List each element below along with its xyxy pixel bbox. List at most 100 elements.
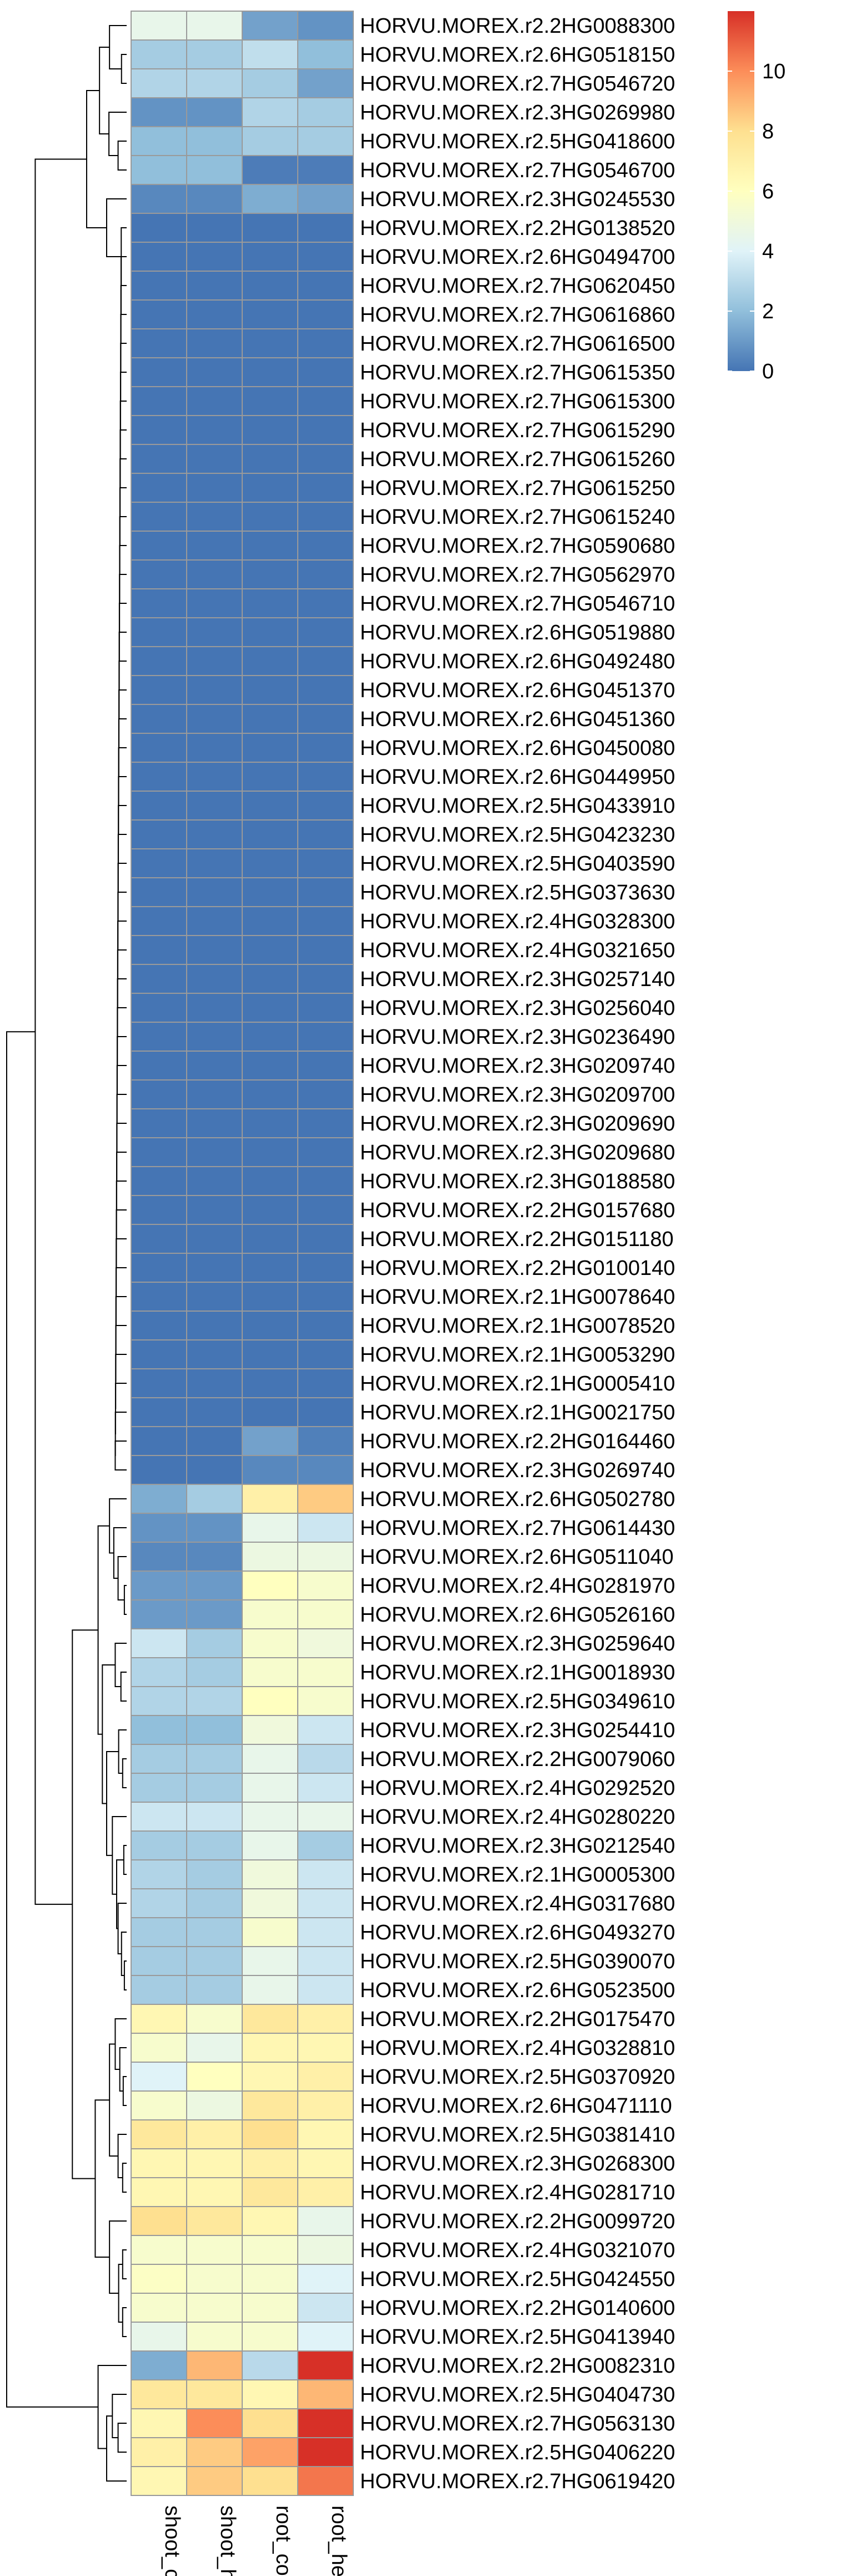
heatmap-cell	[242, 848, 298, 878]
heatmap-cell	[297, 1599, 354, 1629]
heatmap-cell	[297, 993, 354, 1023]
heatmap-cell	[186, 1859, 243, 1889]
heatmap-cell	[242, 1310, 298, 1340]
heatmap-cell	[297, 1917, 354, 1947]
heatmap-cell	[186, 531, 243, 561]
heatmap-cell	[131, 242, 187, 272]
row-label: HORVU.MOREX.r2.7HG0615300	[360, 390, 675, 413]
heatmap-cell	[297, 762, 354, 792]
heatmap-cell	[242, 357, 298, 387]
heatmap-cell	[297, 444, 354, 474]
row-label: HORVU.MOREX.r2.2HG0151180	[360, 1228, 674, 1251]
heatmap-cell	[297, 1946, 354, 1976]
heatmap-cell	[131, 2004, 187, 2034]
dendrogram-branch	[114, 2018, 127, 2070]
heatmap-cell	[242, 646, 298, 676]
heatmap-cell	[131, 646, 187, 676]
heatmap-cell	[131, 588, 187, 618]
row-label: HORVU.MOREX.r2.7HG0614430	[360, 1517, 675, 1540]
row-label: HORVU.MOREX.r2.4HG0281710	[360, 2181, 675, 2204]
heatmap-cell	[297, 2437, 354, 2467]
heatmap-cell	[186, 68, 243, 98]
heatmap-cell	[131, 1686, 187, 1716]
heatmap-cell	[242, 2090, 298, 2120]
heatmap-cell	[242, 1542, 298, 1572]
heatmap-cell	[131, 1715, 187, 1745]
heatmap-cell	[242, 2408, 298, 2438]
heatmap-cell	[186, 1397, 243, 1427]
heatmap-cell	[131, 2119, 187, 2149]
heatmap-cell	[186, 11, 243, 41]
heatmap-cell	[242, 1686, 298, 1716]
heatmap-cell	[297, 1253, 354, 1283]
heatmap-cell	[297, 1802, 354, 1832]
row-label: HORVU.MOREX.r2.6HG0526160	[360, 1603, 675, 1627]
heatmap-cell	[242, 1022, 298, 1052]
heatmap-cell	[186, 1686, 243, 1716]
heatmap-cell	[242, 2119, 298, 2149]
heatmap-cell	[242, 1282, 298, 1312]
heatmap-cell	[297, 1657, 354, 1687]
heatmap-cell	[131, 2408, 187, 2438]
heatmap-cell	[297, 1715, 354, 1745]
dendrogram-branch	[115, 1325, 127, 1382]
heatmap-cell	[242, 1570, 298, 1600]
heatmap-cell	[131, 1946, 187, 1976]
dendrogram-branch	[114, 1412, 127, 1456]
dendrogram-branch	[121, 54, 127, 84]
heatmap-cell	[186, 906, 243, 936]
heatmap-cell	[131, 1628, 187, 1658]
heatmap-cell	[297, 964, 354, 994]
dendrogram-branch	[113, 1527, 127, 1579]
heatmap-cell	[242, 444, 298, 474]
heatmap-cell	[186, 877, 243, 907]
dendrogram-branch	[122, 2307, 127, 2337]
dendrogram-branch	[122, 2163, 127, 2193]
heatmap-cell	[242, 1195, 298, 1225]
heatmap-cell	[242, 964, 298, 994]
heatmap-cell	[242, 97, 298, 127]
heatmap-cell	[242, 1253, 298, 1283]
heatmap-cell	[131, 68, 187, 98]
heatmap-cell	[297, 1310, 354, 1340]
row-label: HORVU.MOREX.r2.2HG0164460	[360, 1430, 675, 1453]
column-label: shoot_heat	[216, 2505, 239, 2576]
heatmap-cell	[186, 126, 243, 156]
heatmap-cell	[242, 11, 298, 41]
dendrogram-branch	[115, 1267, 127, 1326]
heatmap-cell	[242, 2293, 298, 2323]
heatmap-cell	[131, 2033, 187, 2063]
heatmap-cell	[242, 531, 298, 561]
row-label: HORVU.MOREX.r2.7HG0546720	[360, 72, 675, 96]
heatmap-cell	[131, 1484, 187, 1514]
row-dendrogram	[6, 25, 127, 2482]
heatmap-cell	[131, 2235, 187, 2265]
heatmap-cell	[131, 2379, 187, 2409]
row-label: HORVU.MOREX.r2.1HG0005410	[360, 1372, 675, 1395]
heatmap-cell	[186, 1108, 243, 1138]
heatmap-cell	[242, 2264, 298, 2294]
heatmap-cell	[131, 184, 187, 214]
dendrogram-branch	[121, 1932, 127, 1976]
heatmap-cell	[242, 559, 298, 589]
heatmap-cell	[186, 1166, 243, 1196]
heatmap-cell	[297, 11, 354, 41]
heatmap-cell	[131, 2466, 187, 2496]
row-label: HORVU.MOREX.r2.3HG0259640	[360, 1632, 675, 1655]
heatmap-cell	[297, 386, 354, 416]
heatmap-cell	[131, 2264, 187, 2294]
heatmap-cell	[242, 155, 298, 185]
heatmap-cell	[297, 2177, 354, 2207]
heatmap-cell	[186, 2177, 243, 2207]
row-label: HORVU.MOREX.r2.2HG0157680	[360, 1199, 675, 1222]
dendrogram-branch	[72, 1629, 98, 2179]
heatmap-cell	[297, 559, 354, 589]
heatmap-cell	[242, 1137, 298, 1167]
dendrogram-branch	[115, 1296, 127, 1354]
heatmap-cell	[131, 1917, 187, 1947]
heatmap-cell	[297, 2466, 354, 2496]
heatmap-cell	[297, 2293, 354, 2323]
heatmap-cell	[297, 1137, 354, 1167]
row-label: HORVU.MOREX.r2.3HG0245530	[360, 188, 675, 211]
heatmap-cell	[297, 1339, 354, 1369]
